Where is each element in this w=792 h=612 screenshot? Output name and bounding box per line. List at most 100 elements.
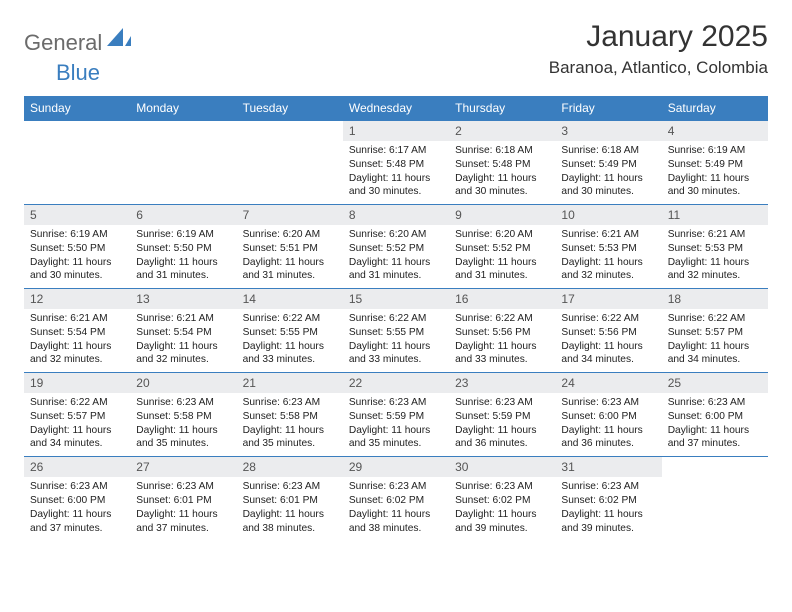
day-details: Sunrise: 6:22 AMSunset: 5:55 PMDaylight:…: [343, 309, 449, 372]
calendar-day-cell: 7Sunrise: 6:20 AMSunset: 5:51 PMDaylight…: [237, 205, 343, 289]
calendar-day-cell: 23Sunrise: 6:23 AMSunset: 5:59 PMDayligh…: [449, 373, 555, 457]
day-of-week-header: Tuesday: [237, 96, 343, 121]
calendar-day-cell: 5Sunrise: 6:19 AMSunset: 5:50 PMDaylight…: [24, 205, 130, 289]
calendar-week-row: 5Sunrise: 6:19 AMSunset: 5:50 PMDaylight…: [24, 205, 768, 289]
calendar-day-cell: 31Sunrise: 6:23 AMSunset: 6:02 PMDayligh…: [555, 457, 661, 541]
day-number: 26: [24, 457, 130, 477]
day-details: Sunrise: 6:19 AMSunset: 5:50 PMDaylight:…: [24, 225, 130, 288]
calendar-day-cell: 2Sunrise: 6:18 AMSunset: 5:48 PMDaylight…: [449, 121, 555, 205]
day-number: 17: [555, 289, 661, 309]
calendar-day-cell: 30Sunrise: 6:23 AMSunset: 6:02 PMDayligh…: [449, 457, 555, 541]
logo-sail-icon: [107, 28, 131, 53]
calendar-day-cell: 3Sunrise: 6:18 AMSunset: 5:49 PMDaylight…: [555, 121, 661, 205]
day-number: 11: [662, 205, 768, 225]
day-details: Sunrise: 6:19 AMSunset: 5:49 PMDaylight:…: [662, 141, 768, 204]
day-number: 29: [343, 457, 449, 477]
day-number: 9: [449, 205, 555, 225]
day-details: Sunrise: 6:22 AMSunset: 5:57 PMDaylight:…: [662, 309, 768, 372]
day-of-week-row: SundayMondayTuesdayWednesdayThursdayFrid…: [24, 96, 768, 121]
logo-text-general: General: [24, 30, 102, 56]
day-details: Sunrise: 6:21 AMSunset: 5:54 PMDaylight:…: [130, 309, 236, 372]
calendar-week-row: . . . 1Sunrise: 6:17 AMSunset: 5:48 PMDa…: [24, 121, 768, 205]
calendar-day-cell: 21Sunrise: 6:23 AMSunset: 5:58 PMDayligh…: [237, 373, 343, 457]
calendar-day-cell: .: [130, 121, 236, 205]
day-details: Sunrise: 6:21 AMSunset: 5:53 PMDaylight:…: [662, 225, 768, 288]
calendar-day-cell: 22Sunrise: 6:23 AMSunset: 5:59 PMDayligh…: [343, 373, 449, 457]
day-details: Sunrise: 6:21 AMSunset: 5:54 PMDaylight:…: [24, 309, 130, 372]
day-details: Sunrise: 6:23 AMSunset: 6:00 PMDaylight:…: [555, 393, 661, 456]
day-details: Sunrise: 6:23 AMSunset: 5:59 PMDaylight:…: [449, 393, 555, 456]
calendar-day-cell: 10Sunrise: 6:21 AMSunset: 5:53 PMDayligh…: [555, 205, 661, 289]
day-number: 6: [130, 205, 236, 225]
calendar-week-row: 12Sunrise: 6:21 AMSunset: 5:54 PMDayligh…: [24, 289, 768, 373]
calendar-day-cell: 28Sunrise: 6:23 AMSunset: 6:01 PMDayligh…: [237, 457, 343, 541]
day-details: Sunrise: 6:22 AMSunset: 5:57 PMDaylight:…: [24, 393, 130, 456]
day-details: Sunrise: 6:17 AMSunset: 5:48 PMDaylight:…: [343, 141, 449, 204]
day-number: 12: [24, 289, 130, 309]
day-details: Sunrise: 6:18 AMSunset: 5:49 PMDaylight:…: [555, 141, 661, 204]
calendar-day-cell: 4Sunrise: 6:19 AMSunset: 5:49 PMDaylight…: [662, 121, 768, 205]
day-number: 15: [343, 289, 449, 309]
calendar-head: SundayMondayTuesdayWednesdayThursdayFrid…: [24, 96, 768, 121]
calendar-day-cell: 20Sunrise: 6:23 AMSunset: 5:58 PMDayligh…: [130, 373, 236, 457]
day-details: Sunrise: 6:18 AMSunset: 5:48 PMDaylight:…: [449, 141, 555, 204]
calendar-day-cell: 12Sunrise: 6:21 AMSunset: 5:54 PMDayligh…: [24, 289, 130, 373]
day-number: 5: [24, 205, 130, 225]
day-details: Sunrise: 6:22 AMSunset: 5:56 PMDaylight:…: [449, 309, 555, 372]
day-number: 24: [555, 373, 661, 393]
calendar-day-cell: .: [24, 121, 130, 205]
day-number: 14: [237, 289, 343, 309]
day-of-week-header: Wednesday: [343, 96, 449, 121]
day-details: Sunrise: 6:23 AMSunset: 5:58 PMDaylight:…: [130, 393, 236, 456]
day-of-week-header: Saturday: [662, 96, 768, 121]
calendar-day-cell: 19Sunrise: 6:22 AMSunset: 5:57 PMDayligh…: [24, 373, 130, 457]
calendar-day-cell: 24Sunrise: 6:23 AMSunset: 6:00 PMDayligh…: [555, 373, 661, 457]
day-number: 30: [449, 457, 555, 477]
day-of-week-header: Friday: [555, 96, 661, 121]
calendar-body: . . . 1Sunrise: 6:17 AMSunset: 5:48 PMDa…: [24, 121, 768, 541]
calendar-day-cell: 6Sunrise: 6:19 AMSunset: 5:50 PMDaylight…: [130, 205, 236, 289]
calendar-day-cell: .: [237, 121, 343, 205]
day-number: 23: [449, 373, 555, 393]
calendar-day-cell: 29Sunrise: 6:23 AMSunset: 6:02 PMDayligh…: [343, 457, 449, 541]
title-block: January 2025 Baranoa, Atlantico, Colombi…: [549, 20, 768, 78]
day-number: 2: [449, 121, 555, 141]
month-title: January 2025: [549, 20, 768, 54]
logo: General: [24, 30, 133, 56]
day-number: 8: [343, 205, 449, 225]
calendar-day-cell: 8Sunrise: 6:20 AMSunset: 5:52 PMDaylight…: [343, 205, 449, 289]
calendar-day-cell: 26Sunrise: 6:23 AMSunset: 6:00 PMDayligh…: [24, 457, 130, 541]
day-of-week-header: Sunday: [24, 96, 130, 121]
day-details: Sunrise: 6:22 AMSunset: 5:56 PMDaylight:…: [555, 309, 661, 372]
calendar-day-cell: 13Sunrise: 6:21 AMSunset: 5:54 PMDayligh…: [130, 289, 236, 373]
day-details: Sunrise: 6:23 AMSunset: 6:02 PMDaylight:…: [343, 477, 449, 540]
day-details: Sunrise: 6:23 AMSunset: 6:01 PMDaylight:…: [130, 477, 236, 540]
calendar-day-cell: 17Sunrise: 6:22 AMSunset: 5:56 PMDayligh…: [555, 289, 661, 373]
day-details: Sunrise: 6:23 AMSunset: 6:00 PMDaylight:…: [24, 477, 130, 540]
day-number: 20: [130, 373, 236, 393]
calendar-week-row: 26Sunrise: 6:23 AMSunset: 6:00 PMDayligh…: [24, 457, 768, 541]
calendar-table: SundayMondayTuesdayWednesdayThursdayFrid…: [24, 96, 768, 541]
day-details: Sunrise: 6:23 AMSunset: 5:59 PMDaylight:…: [343, 393, 449, 456]
logo-text-blue: Blue: [56, 60, 100, 86]
day-details: Sunrise: 6:23 AMSunset: 6:01 PMDaylight:…: [237, 477, 343, 540]
day-number: 4: [662, 121, 768, 141]
day-details: Sunrise: 6:20 AMSunset: 5:52 PMDaylight:…: [449, 225, 555, 288]
day-number: 22: [343, 373, 449, 393]
calendar-day-cell: 27Sunrise: 6:23 AMSunset: 6:01 PMDayligh…: [130, 457, 236, 541]
day-details: Sunrise: 6:22 AMSunset: 5:55 PMDaylight:…: [237, 309, 343, 372]
calendar-day-cell: 25Sunrise: 6:23 AMSunset: 6:00 PMDayligh…: [662, 373, 768, 457]
location-text: Baranoa, Atlantico, Colombia: [549, 58, 768, 78]
day-number: 19: [24, 373, 130, 393]
day-number: 1: [343, 121, 449, 141]
calendar-day-cell: 9Sunrise: 6:20 AMSunset: 5:52 PMDaylight…: [449, 205, 555, 289]
day-details: Sunrise: 6:20 AMSunset: 5:52 PMDaylight:…: [343, 225, 449, 288]
day-number: 31: [555, 457, 661, 477]
day-number: 7: [237, 205, 343, 225]
day-details: Sunrise: 6:23 AMSunset: 6:02 PMDaylight:…: [449, 477, 555, 540]
calendar-week-row: 19Sunrise: 6:22 AMSunset: 5:57 PMDayligh…: [24, 373, 768, 457]
day-details: Sunrise: 6:21 AMSunset: 5:53 PMDaylight:…: [555, 225, 661, 288]
day-details: Sunrise: 6:19 AMSunset: 5:50 PMDaylight:…: [130, 225, 236, 288]
day-number: 3: [555, 121, 661, 141]
day-number: 27: [130, 457, 236, 477]
